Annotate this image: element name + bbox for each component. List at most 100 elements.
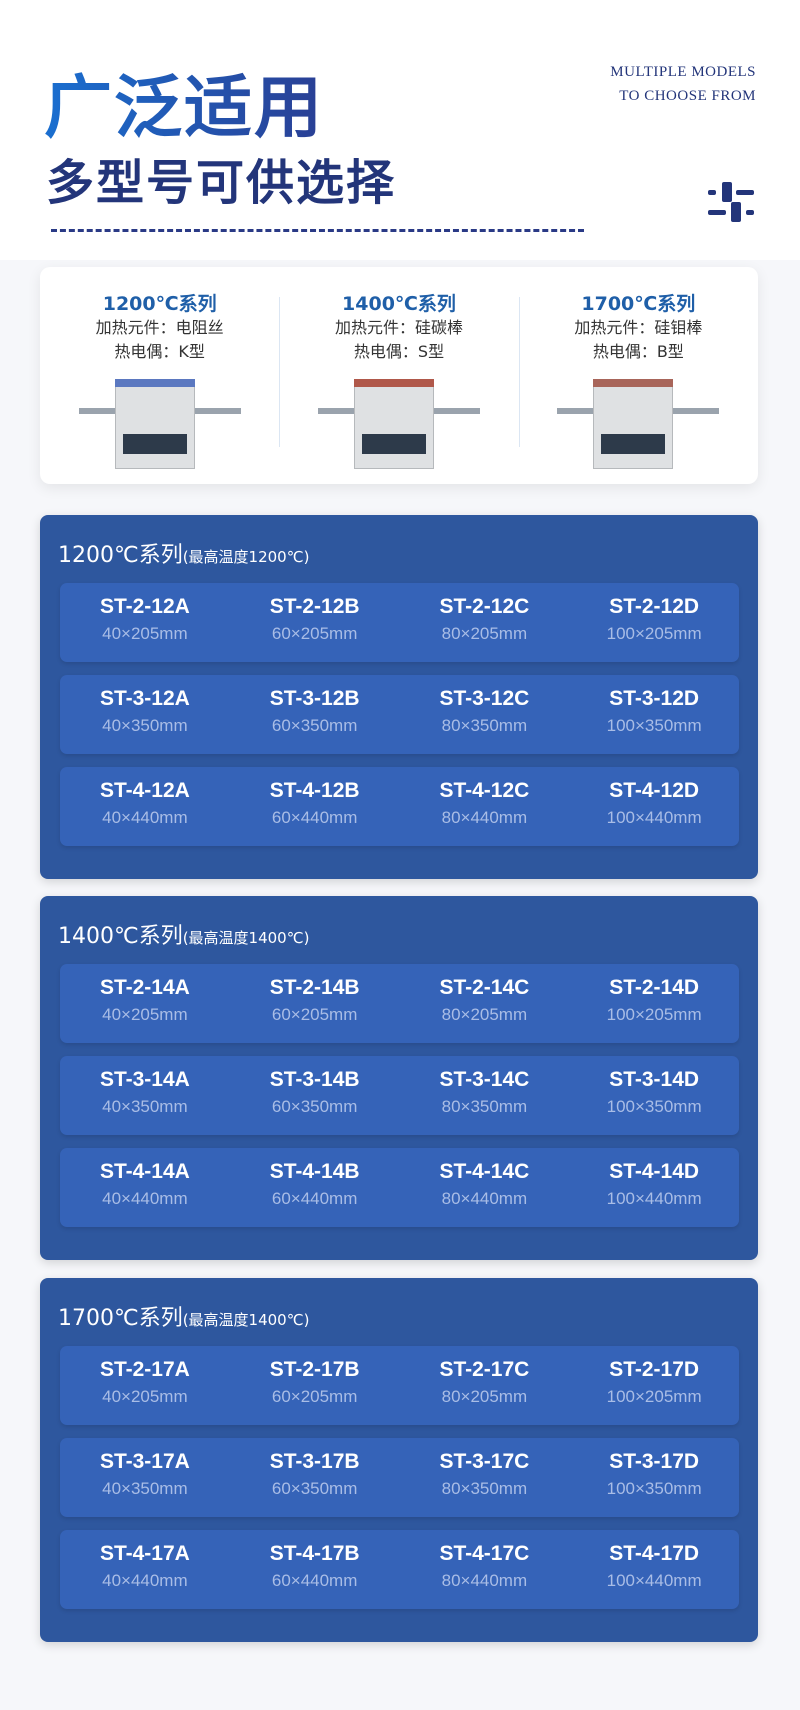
model-name: ST-2-14A <box>99 976 190 999</box>
model-size: 100×440mm <box>606 1189 702 1208</box>
model-cell: ST-3-12B 60×350mm <box>230 675 400 754</box>
series-header: 1400℃系列(最高温度1400℃) <box>58 918 309 950</box>
sliders-icon <box>706 180 756 224</box>
model-cell: ST-2-14C 80×205mm <box>400 964 570 1043</box>
model-size: 80×440mm <box>441 1189 528 1208</box>
model-name: ST-3-17B <box>269 1450 360 1473</box>
model-size: 80×205mm <box>441 1005 528 1024</box>
model-cell: ST-3-12C 80×350mm <box>400 675 570 754</box>
thermocouple-type: 热电偶：K型 <box>114 342 205 361</box>
model-size: 60×440mm <box>271 1571 358 1590</box>
model-name: ST-4-12C <box>439 779 530 802</box>
product-column: 1400℃系列 加热元件：硅碳棒 热电偶：S型 <box>279 267 518 484</box>
model-row: ST-2-17A 40×205mm ST-2-17B 60×205mm ST-2… <box>60 1346 739 1425</box>
model-name: ST-3-14D <box>609 1068 700 1091</box>
series-panel: 1400℃系列(最高温度1400℃) ST-2-14A 40×205mm ST-… <box>40 896 758 1260</box>
model-size: 100×350mm <box>606 716 702 735</box>
model-row: ST-2-12A 40×205mm ST-2-12B 60×205mm ST-2… <box>60 583 739 662</box>
model-size: 60×205mm <box>271 1387 358 1406</box>
model-name: ST-3-12C <box>439 687 530 710</box>
model-cell: ST-3-12D 100×350mm <box>569 675 739 754</box>
model-name: ST-2-17A <box>99 1358 190 1381</box>
model-cell: ST-4-17B 60×440mm <box>230 1530 400 1609</box>
product-series-title: 1700℃系列 <box>581 293 696 315</box>
model-size: 60×440mm <box>271 808 358 827</box>
model-cell: ST-4-12B 60×440mm <box>230 767 400 846</box>
model-cell: ST-2-12A 40×205mm <box>60 583 230 662</box>
model-name: ST-2-17D <box>609 1358 700 1381</box>
model-name: ST-3-17C <box>439 1450 530 1473</box>
model-cell: ST-4-17C 80×440mm <box>400 1530 570 1609</box>
model-row: ST-4-14A 40×440mm ST-4-14B 60×440mm ST-4… <box>60 1148 739 1227</box>
model-row: ST-3-14A 40×350mm ST-3-14B 60×350mm ST-3… <box>60 1056 739 1135</box>
model-name: ST-3-17A <box>99 1450 190 1473</box>
model-name: ST-3-14B <box>269 1068 360 1091</box>
model-name: ST-2-12A <box>99 595 190 618</box>
model-cell: ST-3-14D 100×350mm <box>569 1056 739 1135</box>
english-tagline-1: MULTIPLE MODELS <box>610 64 756 80</box>
series-max-temp: (最高温度1200℃) <box>182 548 310 566</box>
model-size: 100×350mm <box>606 1097 702 1116</box>
series-title: 1200℃系列 <box>58 543 183 568</box>
thermocouple-type: 热电偶：S型 <box>353 342 445 361</box>
header-section: 广泛适用 多型号可供选择 MULTIPLE MODELS TO CHOOSE F… <box>0 0 800 260</box>
series-header: 1700℃系列(最高温度1400℃) <box>58 1300 309 1332</box>
model-name: ST-3-14A <box>99 1068 190 1091</box>
model-size: 80×350mm <box>441 1479 528 1498</box>
model-size: 40×205mm <box>102 624 188 643</box>
series-panel: 1200℃系列(最高温度1200℃) ST-2-12A 40×205mm ST-… <box>40 515 758 879</box>
dashed-divider <box>51 229 584 232</box>
model-cell: ST-4-17D 100×440mm <box>569 1530 739 1609</box>
model-cell: ST-2-14A 40×205mm <box>60 964 230 1043</box>
series-title: 1400℃系列 <box>58 924 183 949</box>
model-name: ST-2-12D <box>609 595 700 618</box>
model-name: ST-2-14C <box>439 976 530 999</box>
model-size: 80×440mm <box>441 808 528 827</box>
model-name: ST-4-12A <box>99 779 190 802</box>
model-size: 40×205mm <box>102 1387 188 1406</box>
model-cell: ST-2-12B 60×205mm <box>230 583 400 662</box>
series-max-temp: (最高温度1400℃) <box>182 1311 310 1329</box>
model-row: ST-4-12A 40×440mm ST-4-12B 60×440mm ST-4… <box>60 767 739 846</box>
model-size: 40×440mm <box>102 1189 188 1208</box>
model-cell: ST-2-17C 80×205mm <box>400 1346 570 1425</box>
model-name: ST-4-17A <box>99 1542 190 1565</box>
model-size: 100×440mm <box>606 1571 702 1590</box>
model-size: 40×440mm <box>102 1571 188 1590</box>
model-size: 40×350mm <box>102 716 188 735</box>
model-name: ST-4-14D <box>609 1160 700 1183</box>
model-size: 100×205mm <box>606 624 702 643</box>
model-cell: ST-3-17D 100×350mm <box>569 1438 739 1517</box>
model-name: ST-3-12B <box>269 687 360 710</box>
model-name: ST-4-17B <box>269 1542 360 1565</box>
product-series-title: 1400℃系列 <box>342 293 456 315</box>
model-cell: ST-2-17B 60×205mm <box>230 1346 400 1425</box>
model-name: ST-4-14C <box>439 1160 530 1183</box>
model-size: 80×350mm <box>441 716 528 735</box>
model-cell: ST-3-17B 60×350mm <box>230 1438 400 1517</box>
series-panel: 1700℃系列(最高温度1400℃) ST-2-17A 40×205mm ST-… <box>40 1278 758 1642</box>
model-name: ST-3-14C <box>439 1068 530 1091</box>
model-cell: ST-3-14A 40×350mm <box>60 1056 230 1135</box>
thermocouple-type: 热电偶：B型 <box>592 342 684 361</box>
model-cell: ST-2-14B 60×205mm <box>230 964 400 1043</box>
model-cell: ST-4-12C 80×440mm <box>400 767 570 846</box>
model-cell: ST-3-17C 80×350mm <box>400 1438 570 1517</box>
model-cell: ST-3-14C 80×350mm <box>400 1056 570 1135</box>
model-cell: ST-3-14B 60×350mm <box>230 1056 400 1135</box>
model-name: ST-2-17C <box>439 1358 530 1381</box>
model-cell: ST-4-17A 40×440mm <box>60 1530 230 1609</box>
model-size: 80×440mm <box>441 1571 528 1590</box>
model-size: 80×350mm <box>441 1097 528 1116</box>
model-size: 60×205mm <box>271 1005 358 1024</box>
tube-furnace-image <box>553 376 723 476</box>
model-size: 40×205mm <box>102 1005 188 1024</box>
model-size: 100×205mm <box>606 1387 702 1406</box>
page-subtitle: 多型号可供选择 <box>46 155 397 211</box>
tube-furnace-image <box>314 376 484 476</box>
model-cell: ST-3-17A 40×350mm <box>60 1438 230 1517</box>
model-cell: ST-2-12D 100×205mm <box>569 583 739 662</box>
model-size: 60×350mm <box>271 716 358 735</box>
model-name: ST-4-12B <box>269 779 360 802</box>
model-cell: ST-4-12A 40×440mm <box>60 767 230 846</box>
